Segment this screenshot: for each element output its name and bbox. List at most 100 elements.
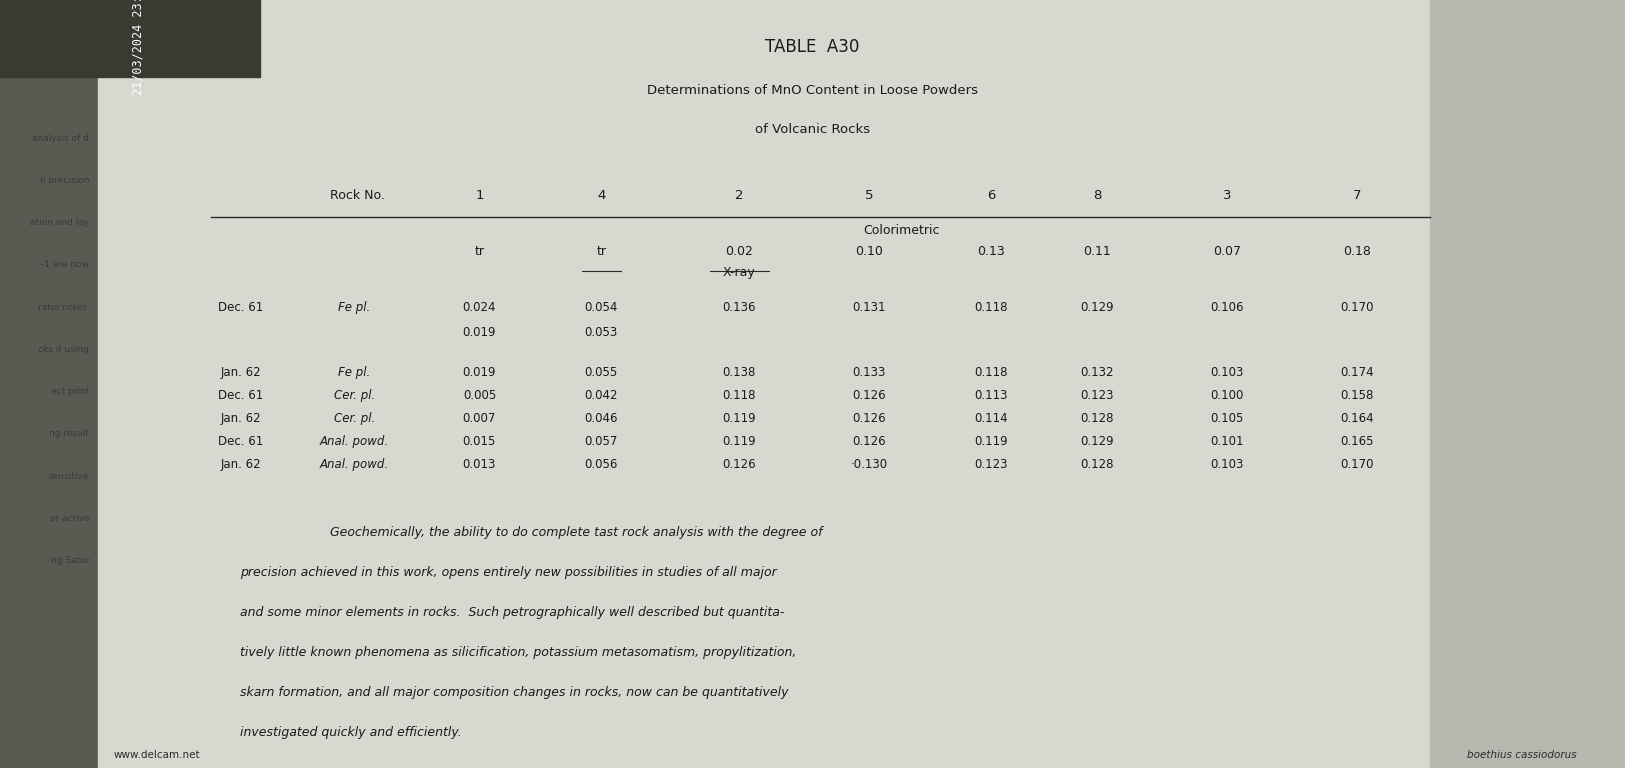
Text: sensitive: sensitive bbox=[49, 472, 89, 481]
Text: Colorimetric: Colorimetric bbox=[863, 224, 941, 237]
Text: Dec. 61: Dec. 61 bbox=[218, 389, 263, 402]
Text: Cer. pl.: Cer. pl. bbox=[333, 412, 375, 425]
Text: 0.128: 0.128 bbox=[1081, 458, 1113, 471]
Text: X-ray: X-ray bbox=[723, 266, 756, 279]
Text: 0.158: 0.158 bbox=[1341, 389, 1373, 402]
Text: 0.113: 0.113 bbox=[975, 389, 1008, 402]
Text: Determinations of MnO Content in Loose Powders: Determinations of MnO Content in Loose P… bbox=[647, 84, 978, 98]
Text: www.delcam.net: www.delcam.net bbox=[114, 750, 200, 760]
Text: 0.131: 0.131 bbox=[853, 301, 886, 313]
Text: Dec. 61: Dec. 61 bbox=[218, 301, 263, 313]
Text: tively little known phenomena as silicification, potassium metasomatism, propyli: tively little known phenomena as silicif… bbox=[240, 646, 796, 659]
Text: 21/03/2024 23:32: 21/03/2024 23:32 bbox=[132, 0, 145, 95]
Text: Jan. 62: Jan. 62 bbox=[221, 366, 260, 379]
Text: 0.13: 0.13 bbox=[977, 246, 1006, 258]
Text: precision achieved in this work, opens entirely new possibilities in studies of : precision achieved in this work, opens e… bbox=[240, 566, 777, 579]
Text: 0.126: 0.126 bbox=[853, 389, 886, 402]
Text: 0.054: 0.054 bbox=[585, 301, 618, 313]
Text: 0.015: 0.015 bbox=[463, 435, 496, 448]
Text: 0.005: 0.005 bbox=[463, 389, 496, 402]
Text: 0.129: 0.129 bbox=[1081, 435, 1113, 448]
Text: 8: 8 bbox=[1092, 190, 1102, 202]
Text: Anal. powd.: Anal. powd. bbox=[320, 435, 388, 448]
Text: 0.129: 0.129 bbox=[1081, 301, 1113, 313]
Text: 0.138: 0.138 bbox=[723, 366, 756, 379]
Text: 0.128: 0.128 bbox=[1081, 412, 1113, 425]
Text: 0.007: 0.007 bbox=[463, 412, 496, 425]
Text: 0.126: 0.126 bbox=[853, 412, 886, 425]
Text: 0.119: 0.119 bbox=[975, 435, 1008, 448]
Text: ect print: ect print bbox=[50, 387, 89, 396]
Text: 3: 3 bbox=[1222, 190, 1232, 202]
Text: and some minor elements in rocks.  Such petrographically well described but quan: and some minor elements in rocks. Such p… bbox=[240, 606, 785, 619]
Text: ation and lay: ation and lay bbox=[31, 218, 89, 227]
Text: Rock No.: Rock No. bbox=[330, 190, 385, 202]
Text: 0.114: 0.114 bbox=[975, 412, 1008, 425]
Text: ng Satur: ng Satur bbox=[50, 556, 89, 565]
Text: 0.118: 0.118 bbox=[975, 301, 1008, 313]
Text: 0.11: 0.11 bbox=[1082, 246, 1112, 258]
Text: Jan. 62: Jan. 62 bbox=[221, 458, 260, 471]
Text: 0.170: 0.170 bbox=[1341, 458, 1373, 471]
Text: 0.103: 0.103 bbox=[1211, 458, 1243, 471]
Text: analysis of d: analysis of d bbox=[32, 134, 89, 143]
Text: 0.170: 0.170 bbox=[1341, 301, 1373, 313]
Text: 0.133: 0.133 bbox=[853, 366, 886, 379]
Text: n precision: n precision bbox=[39, 176, 89, 185]
Text: 0.103: 0.103 bbox=[1211, 366, 1243, 379]
Text: Geochemically, the ability to do complete tast rock analysis with the degree of: Geochemically, the ability to do complet… bbox=[330, 526, 822, 539]
Text: Cer. pl.: Cer. pl. bbox=[333, 389, 375, 402]
Text: investigated quickly and efficiently.: investigated quickly and efficiently. bbox=[240, 726, 462, 739]
Text: 0.10: 0.10 bbox=[855, 246, 884, 258]
Text: 0.18: 0.18 bbox=[1342, 246, 1372, 258]
Text: 4: 4 bbox=[596, 190, 606, 202]
Text: 0.024: 0.024 bbox=[463, 301, 496, 313]
Text: 5: 5 bbox=[864, 190, 874, 202]
Text: 0.106: 0.106 bbox=[1211, 301, 1243, 313]
Text: 0.07: 0.07 bbox=[1212, 246, 1242, 258]
Text: 0.165: 0.165 bbox=[1341, 435, 1373, 448]
Text: 0.123: 0.123 bbox=[975, 458, 1008, 471]
Text: 0.105: 0.105 bbox=[1211, 412, 1243, 425]
Text: -1 are now: -1 are now bbox=[41, 260, 89, 270]
Text: 0.118: 0.118 bbox=[975, 366, 1008, 379]
Text: 0.013: 0.013 bbox=[463, 458, 496, 471]
Text: 0.101: 0.101 bbox=[1211, 435, 1243, 448]
Text: 0.042: 0.042 bbox=[585, 389, 618, 402]
Text: Dec. 61: Dec. 61 bbox=[218, 435, 263, 448]
Text: TABLE  A30: TABLE A30 bbox=[765, 38, 860, 56]
Text: 0.126: 0.126 bbox=[723, 458, 756, 471]
Text: ·0.130: ·0.130 bbox=[852, 458, 887, 471]
Text: cks if using: cks if using bbox=[39, 345, 89, 354]
Text: 0.019: 0.019 bbox=[463, 326, 496, 339]
Text: 1: 1 bbox=[474, 190, 484, 202]
Text: 0.119: 0.119 bbox=[723, 412, 756, 425]
Text: 0.119: 0.119 bbox=[723, 435, 756, 448]
Text: 0.046: 0.046 bbox=[585, 412, 618, 425]
Text: 0.019: 0.019 bbox=[463, 366, 496, 379]
Text: 0.053: 0.053 bbox=[585, 326, 618, 339]
Text: 6: 6 bbox=[986, 190, 996, 202]
Text: 0.055: 0.055 bbox=[585, 366, 618, 379]
Text: Fe pl.: Fe pl. bbox=[338, 366, 370, 379]
Text: or active: or active bbox=[49, 514, 89, 523]
Text: 2: 2 bbox=[734, 190, 744, 202]
Text: 0.164: 0.164 bbox=[1341, 412, 1373, 425]
Text: 0.136: 0.136 bbox=[723, 301, 756, 313]
Text: 7: 7 bbox=[1352, 190, 1362, 202]
Text: tr: tr bbox=[596, 246, 606, 258]
Text: Jan. 62: Jan. 62 bbox=[221, 412, 260, 425]
Text: ng result: ng result bbox=[49, 429, 89, 439]
Text: 0.02: 0.02 bbox=[725, 246, 754, 258]
Text: ratio notes.: ratio notes. bbox=[37, 303, 89, 312]
Text: Anal. powd.: Anal. powd. bbox=[320, 458, 388, 471]
Text: 0.126: 0.126 bbox=[853, 435, 886, 448]
Text: 0.057: 0.057 bbox=[585, 435, 618, 448]
Text: boethius cassiodorus: boethius cassiodorus bbox=[1467, 750, 1576, 760]
Text: 0.174: 0.174 bbox=[1341, 366, 1373, 379]
Text: 0.123: 0.123 bbox=[1081, 389, 1113, 402]
Text: 0.056: 0.056 bbox=[585, 458, 618, 471]
Text: Fe pl.: Fe pl. bbox=[338, 301, 370, 313]
Text: 0.132: 0.132 bbox=[1081, 366, 1113, 379]
Text: of Volcanic Rocks: of Volcanic Rocks bbox=[756, 123, 869, 136]
